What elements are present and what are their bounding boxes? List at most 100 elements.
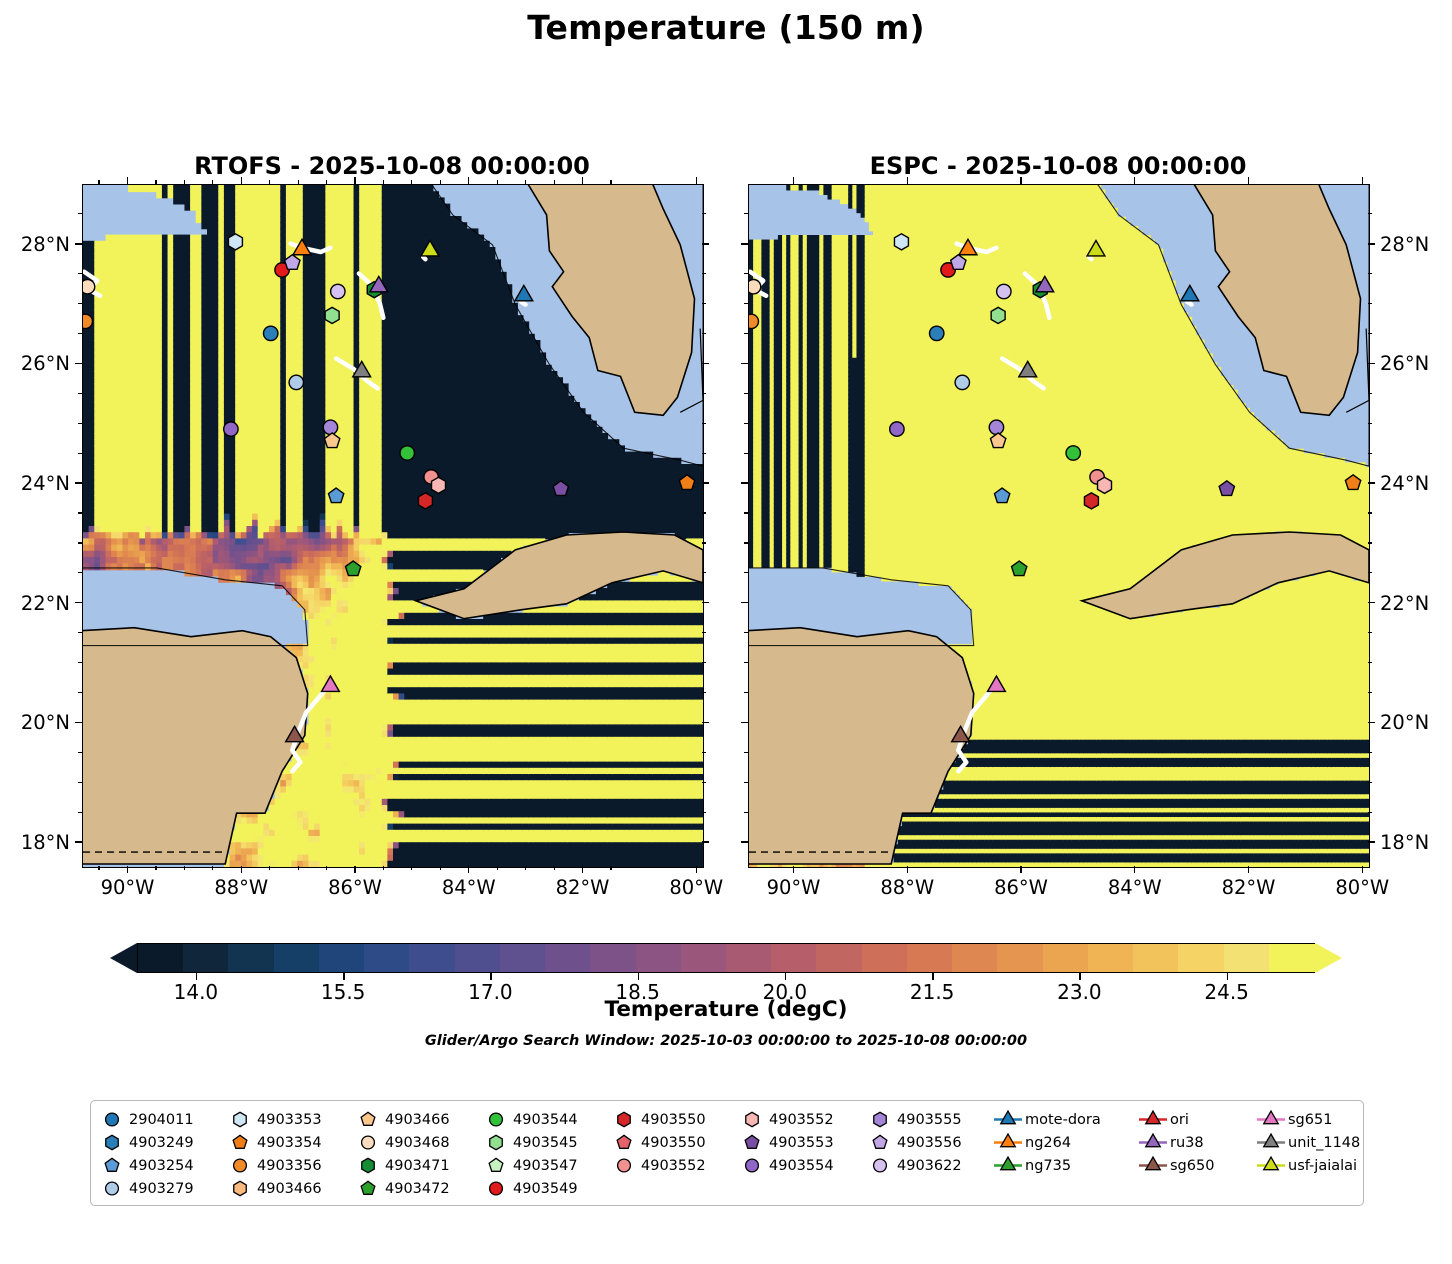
xtick — [126, 866, 129, 873]
ytick-minor — [1368, 691, 1372, 694]
legend-item-4903552[interactable]: 4903552 — [737, 1108, 865, 1131]
map-marker-4903249[interactable] — [928, 325, 945, 342]
map-marker-ng264[interactable] — [291, 237, 313, 256]
map-marker-4903556[interactable] — [949, 253, 967, 270]
map-marker-4903550[interactable] — [417, 492, 434, 510]
legend-item-2904011[interactable]: 2904011 — [97, 1108, 225, 1131]
colorbar-segment — [861, 944, 912, 972]
map-marker-mote-dora[interactable] — [1179, 283, 1200, 302]
map-marker-4903468[interactable] — [83, 278, 96, 295]
temperature-field — [749, 185, 1369, 867]
map-marker-usf-jaialai[interactable] — [1085, 239, 1107, 257]
map-marker-4903622[interactable] — [995, 283, 1012, 300]
map-marker-4903354[interactable] — [678, 473, 696, 491]
legend-item-4903554[interactable]: 4903554 — [737, 1154, 865, 1177]
map-marker-4903622[interactable] — [329, 283, 346, 300]
map-marker-4903544[interactable] — [399, 445, 416, 461]
map-marker-ng264[interactable] — [957, 237, 979, 256]
legend-item-4903353[interactable]: 4903353 — [225, 1108, 353, 1131]
legend-item-4903356[interactable]: 4903356 — [225, 1154, 353, 1177]
legend-item-4903279[interactable]: 4903279 — [97, 1177, 225, 1200]
legend-item-sg650[interactable]: sg650 — [1138, 1154, 1256, 1177]
legend-item-ng264[interactable]: ng264 — [993, 1131, 1138, 1154]
map-marker-sg650[interactable] — [950, 724, 971, 743]
legend-label: 4903353 — [255, 1112, 322, 1128]
map-panel-espc[interactable] — [748, 184, 1370, 868]
map-marker-4903466[interactable] — [323, 432, 341, 449]
map-marker-4903552[interactable] — [1096, 476, 1113, 495]
legend-item-sg651[interactable]: sg651 — [1256, 1108, 1386, 1131]
xtick — [1247, 177, 1250, 184]
map-marker-4903553[interactable] — [552, 479, 570, 497]
map-marker-4903556[interactable] — [283, 253, 301, 270]
legend-item-4903354[interactable]: 4903354 — [225, 1131, 353, 1154]
map-marker-mote-dora[interactable] — [513, 283, 534, 302]
map-marker-4903555[interactable] — [988, 419, 1005, 436]
map-marker-4903353[interactable] — [227, 232, 244, 251]
legend-item-4903254[interactable]: 4903254 — [97, 1154, 225, 1177]
map-marker-ru38[interactable] — [368, 274, 389, 293]
map-marker-4903249[interactable] — [262, 325, 279, 342]
map-marker-unit_1148[interactable] — [1017, 359, 1038, 378]
map-marker-4903552[interactable] — [430, 476, 447, 495]
map-marker-4903279[interactable] — [288, 374, 305, 391]
legend-item-4903549[interactable]: 4903549 — [481, 1177, 609, 1200]
map-marker-4903554[interactable] — [888, 421, 905, 437]
map-marker-4903545[interactable] — [324, 306, 340, 325]
legend-item-4903466[interactable]: 4903466 — [353, 1108, 481, 1131]
map-panel-rtofs[interactable] — [82, 184, 704, 868]
map-marker-4903472[interactable] — [344, 560, 362, 577]
legend-item-4903547[interactable]: 4903547 — [481, 1154, 609, 1177]
legend-item-4903472[interactable]: 4903472 — [353, 1177, 481, 1200]
map-marker-sg651[interactable] — [986, 674, 1007, 693]
map-marker-sg650[interactable] — [284, 724, 305, 743]
map-marker-sg651[interactable] — [320, 674, 341, 693]
legend-item-usf-jaialai[interactable]: usf-jaialai — [1256, 1154, 1386, 1177]
legend-item-4903544[interactable]: 4903544 — [481, 1108, 609, 1131]
legend-item-4903466[interactable]: 4903466 — [225, 1177, 353, 1200]
map-marker-4903356[interactable] — [83, 313, 94, 330]
map-marker-4903468[interactable] — [749, 278, 762, 295]
legend-item-ru38[interactable]: ru38 — [1138, 1131, 1256, 1154]
map-marker-usf-jaialai[interactable] — [419, 239, 441, 257]
colorbar-tick — [195, 973, 198, 980]
legend-item-4903555[interactable]: 4903555 — [865, 1108, 993, 1131]
map-marker-unit_1148[interactable] — [351, 359, 372, 378]
map-marker-ru38[interactable] — [1034, 274, 1055, 293]
xtick-minor — [382, 180, 385, 184]
xtick-minor — [98, 866, 100, 870]
map-marker-4903472[interactable] — [1010, 560, 1028, 577]
legend-item-ori[interactable]: ori — [1138, 1108, 1256, 1131]
xtick-label: 80°W — [636, 876, 756, 899]
legend-item-4903471[interactable]: 4903471 — [353, 1154, 481, 1177]
map-marker-4903555[interactable] — [322, 419, 339, 436]
legend-item-4903468[interactable]: 4903468 — [353, 1131, 481, 1154]
legend-item-4903622[interactable]: 4903622 — [865, 1154, 993, 1177]
map-marker-4903550[interactable] — [1083, 492, 1100, 510]
legend-item-4903550[interactable]: 4903550 — [609, 1131, 737, 1154]
map-marker-4903254[interactable] — [993, 487, 1011, 504]
legend-item-mote-dora[interactable]: mote-dora — [993, 1108, 1138, 1131]
colorbar[interactable] — [110, 943, 1342, 973]
colorbar-segment — [545, 944, 595, 972]
map-marker-4903254[interactable] — [327, 487, 345, 504]
map-marker-4903354[interactable] — [1344, 473, 1362, 491]
map-marker-4903554[interactable] — [222, 421, 239, 437]
legend-item-4903553[interactable]: 4903553 — [737, 1131, 865, 1154]
legend-item-4903556[interactable]: 4903556 — [865, 1131, 993, 1154]
map-marker-4903544[interactable] — [1065, 445, 1082, 461]
legend-item-4903552[interactable]: 4903552 — [609, 1154, 737, 1177]
map-marker-4903545[interactable] — [990, 306, 1006, 325]
legend-label: 4903466 — [255, 1181, 322, 1197]
map-marker-4903356[interactable] — [749, 313, 760, 330]
ytick-minor — [78, 512, 82, 514]
legend-item-4903545[interactable]: 4903545 — [481, 1131, 609, 1154]
legend-item-unit_1148[interactable]: unit_1148 — [1256, 1131, 1386, 1154]
legend-item-4903249[interactable]: 4903249 — [97, 1131, 225, 1154]
map-marker-4903279[interactable] — [954, 374, 971, 391]
legend-item-ng735[interactable]: ng735 — [993, 1154, 1138, 1177]
map-marker-4903553[interactable] — [1218, 479, 1236, 497]
legend-item-4903550[interactable]: 4903550 — [609, 1108, 737, 1131]
map-marker-4903466[interactable] — [989, 432, 1007, 449]
map-marker-4903353[interactable] — [893, 232, 910, 251]
